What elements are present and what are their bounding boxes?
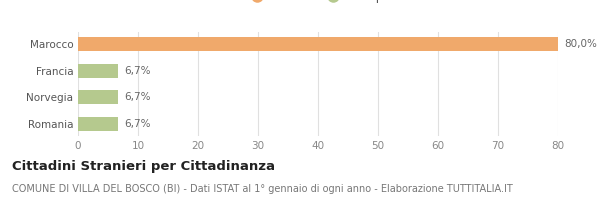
Text: COMUNE DI VILLA DEL BOSCO (BI) - Dati ISTAT al 1° gennaio di ogni anno - Elabora: COMUNE DI VILLA DEL BOSCO (BI) - Dati IS…	[12, 184, 513, 194]
Bar	[78, 64, 118, 78]
Legend: Africa, Europa: Africa, Europa	[240, 0, 396, 7]
Bar	[78, 117, 118, 131]
Text: Cittadini Stranieri per Cittadinanza: Cittadini Stranieri per Cittadinanza	[12, 160, 275, 173]
Text: 80,0%: 80,0%	[564, 39, 597, 49]
Text: 6,7%: 6,7%	[124, 119, 151, 129]
Text: 6,7%: 6,7%	[124, 92, 151, 102]
Text: 6,7%: 6,7%	[124, 66, 151, 76]
Bar	[78, 90, 118, 104]
Bar	[78, 37, 558, 51]
